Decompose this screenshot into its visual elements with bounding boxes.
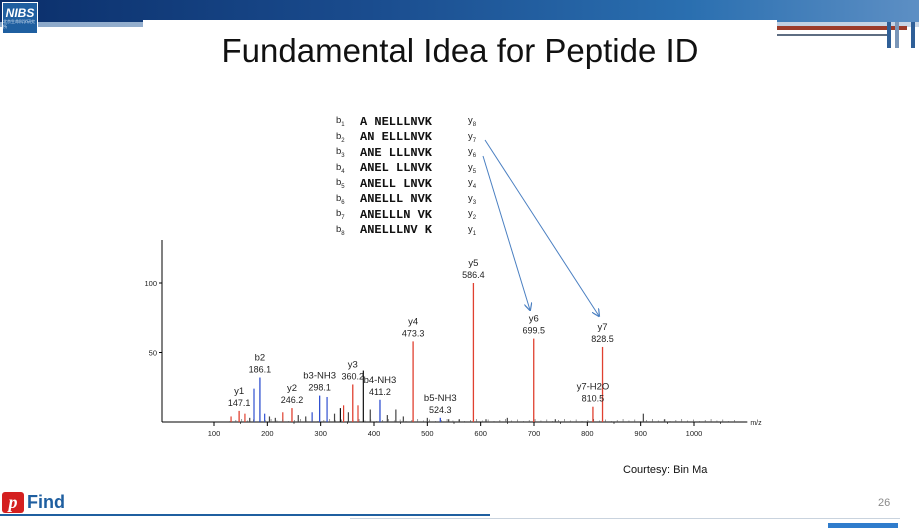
title-panel <box>143 20 777 78</box>
peak-mz-label: 411.2 <box>369 387 391 397</box>
x-tick-label: 300 <box>314 429 327 438</box>
top-banner <box>0 0 919 22</box>
footer-accent-bar <box>828 523 898 528</box>
peptide-sequence: ANELL LNVK <box>360 176 433 191</box>
slide-title: Fundamental Idea for Peptide ID <box>221 32 699 69</box>
peak-mz-label: 586.4 <box>462 270 485 280</box>
x-tick-label: 200 <box>261 429 274 438</box>
x-tick-label: 600 <box>474 429 487 438</box>
peptide-sequence: ANELLLN VK <box>360 207 433 222</box>
peak-mz-label: 298.1 <box>308 383 331 393</box>
page-number: 26 <box>878 497 891 509</box>
peak-mz-label: 473.3 <box>402 328 425 338</box>
b-ion-label: b7 <box>336 208 345 222</box>
peak-mz-label: 360.2 <box>342 371 365 381</box>
peptide-sequence: ANEL LLNVK <box>360 161 433 176</box>
x-tick-label: 900 <box>634 429 647 438</box>
peptide-fragment-table: b1 A NELLLNVK y8 b2 AN ELLLNVK y7 b3 ANE… <box>336 114 476 238</box>
peak-name-label: y5 <box>468 258 478 269</box>
peak-name-label: y1 <box>234 386 244 397</box>
pfind-logo-icon: p <box>2 492 24 513</box>
b-ion-label: b2 <box>336 130 345 144</box>
peak-mz-label: 246.2 <box>281 395 304 405</box>
courtesy-note: Courtesy: Bin Ma <box>623 464 708 476</box>
b-ion-label: b5 <box>336 177 345 191</box>
y-ion-label: y4 <box>468 177 477 191</box>
peak-name-label: b4-NH3 <box>364 375 397 386</box>
x-unit-label: m/z <box>750 420 762 427</box>
y-ion-label: y2 <box>468 208 477 222</box>
arrow-y5-to-y6 <box>482 155 530 310</box>
x-tick-label: 1000 <box>686 429 703 438</box>
y-ion-label: y3 <box>468 192 477 206</box>
nibs-logo-subtext: 北京生命科学研究所 <box>3 19 35 29</box>
annotation-arrows <box>482 139 599 316</box>
y-ion-label: y1 <box>468 223 477 237</box>
peptide-row: b3 ANE LLLNVK y6 <box>336 145 476 161</box>
x-tick-label: 400 <box>368 429 381 438</box>
peak-mz-label: 524.3 <box>429 405 452 415</box>
peptide-row: b6 ANELLL NVK y3 <box>336 192 476 208</box>
peptide-sequence: A NELLLNVK <box>360 114 433 129</box>
peak-name-label: b2 <box>255 353 266 364</box>
y-tick-label: 50 <box>149 349 157 358</box>
pfind-logo-text: Find <box>27 492 65 512</box>
peptide-row: b5 ANELL LNVK y4 <box>336 176 476 192</box>
peak-mz-label: 810.5 <box>582 394 605 404</box>
b-ion-label: b3 <box>336 146 345 160</box>
peak-name-label: b5-NH3 <box>424 393 457 404</box>
peptide-row: b8 ANELLLNV K y1 <box>336 223 476 239</box>
peak-name-label: y6 <box>529 314 539 325</box>
peptide-sequence: ANELLL NVK <box>360 192 433 207</box>
peak-mz-label: 186.1 <box>249 365 272 375</box>
peak-name-label: y7-H2O <box>577 382 610 393</box>
peptide-sequence: ANELLLNV K <box>360 223 433 238</box>
x-tick-label: 800 <box>581 429 594 438</box>
x-tick-label: 700 <box>528 429 541 438</box>
nibs-logo: NIBS 北京生命科学研究所 <box>2 2 38 34</box>
footer-divider-light <box>350 518 900 519</box>
peak-mz-label: 828.5 <box>591 334 614 344</box>
y-ion-label: y8 <box>468 115 477 129</box>
peptide-row: b7 ANELLLN VK y2 <box>336 207 476 223</box>
peptide-row: b1 A NELLLNVK y8 <box>336 114 476 130</box>
footer-divider <box>0 514 490 516</box>
b-ion-label: b6 <box>336 192 345 206</box>
pfind-logo: p Find <box>2 492 65 513</box>
peptide-row: b2 AN ELLLNVK y7 <box>336 130 476 146</box>
b-ion-label: b8 <box>336 223 345 237</box>
peptide-row: b4 ANEL LLNVK y5 <box>336 161 476 177</box>
b-ion-label: b1 <box>336 115 345 129</box>
y-ion-label: y5 <box>468 161 477 175</box>
arrow-y7-to-y7-peak <box>484 139 599 316</box>
peak-mz-label: 147.1 <box>228 398 251 408</box>
peak-group <box>229 283 735 422</box>
nibs-logo-text: NIBS <box>5 6 35 20</box>
b-ion-label: b4 <box>336 161 345 175</box>
peak-name-label: y2 <box>287 383 297 394</box>
corner-decoration <box>777 22 919 48</box>
y-ion-label: y7 <box>468 130 477 144</box>
peak-name-label: b3-NH3 <box>303 371 336 382</box>
peak-name-label: y7 <box>598 322 608 333</box>
peptide-sequence: AN ELLLNVK <box>360 130 433 145</box>
peak-name-label: y4 <box>408 316 418 327</box>
peak-name-label: y3 <box>348 359 358 370</box>
chart-axes: 100 200 300 400 500 600 700 800 900 1000 50 100 m/z <box>144 240 762 438</box>
y-tick-label: 100 <box>144 279 157 288</box>
x-tick-label: 100 <box>208 429 221 438</box>
peptide-sequence: ANE LLLNVK <box>360 145 433 160</box>
x-tick-label: 500 <box>421 429 434 438</box>
y-ion-label: y6 <box>468 146 477 160</box>
peak-mz-label: 699.5 <box>522 326 545 336</box>
